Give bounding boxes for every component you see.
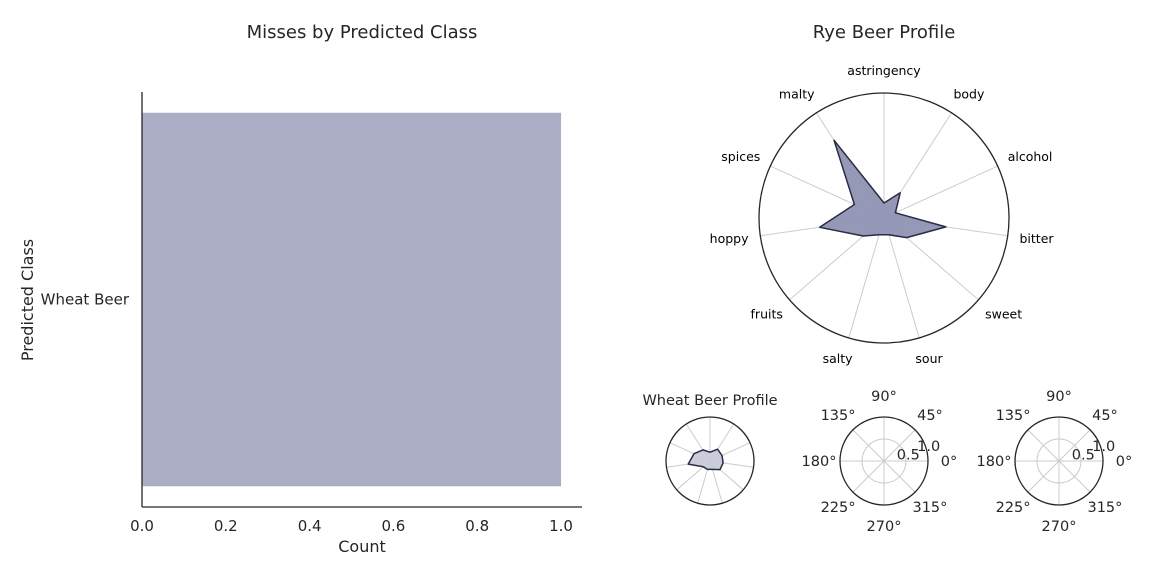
polar-outline [1014, 416, 1104, 506]
polar-spoke [1027, 460, 1060, 493]
polar-angle-label: 270° [867, 519, 902, 535]
bar-plot-area [142, 112, 562, 487]
x-tick-label: 1.0 [549, 517, 573, 535]
x-axis-label: Count [338, 537, 386, 556]
polar-radial-label: 1.0 [917, 439, 940, 455]
polar-angle-label: 270° [1042, 519, 1077, 535]
polar-radial-label: 1.0 [1092, 439, 1115, 455]
radar-axis-label: bitter [1020, 231, 1055, 246]
polar-spoke [883, 460, 916, 493]
polar-angle-label: 315° [1087, 500, 1122, 516]
polar-angle-label: 45° [1092, 408, 1118, 424]
polar-angle-label: 225° [996, 500, 1031, 516]
x-tick-label: 0.6 [381, 517, 405, 535]
polar-spoke [1058, 429, 1091, 462]
radar-spoke [883, 165, 998, 219]
polar-spoke [1027, 429, 1060, 462]
rye-radar-title: Rye Beer Profile [813, 22, 956, 43]
wheat-radar-title: Wheat Beer Profile [642, 393, 777, 409]
polar-radial-label: 0.5 [1072, 448, 1095, 464]
bar-wheat-beer [142, 112, 562, 487]
polar-angle-label: 315° [912, 500, 947, 516]
radar-axis-label: sweet [985, 306, 1022, 321]
radar-polygon [687, 448, 724, 471]
y-axis-label: Predicted Class [18, 239, 37, 361]
polar-spoke [852, 429, 885, 462]
polar-spoke [1058, 460, 1091, 493]
radar-axis-label: malty [779, 86, 815, 101]
bar-chart-title: Misses by Predicted Class [247, 22, 478, 43]
x-tick-label: 0.8 [465, 517, 489, 535]
radar-polygon [818, 139, 947, 239]
radar-spoke [848, 217, 885, 339]
polar-angle-label: 180° [802, 454, 837, 470]
radar-axis-label: fruits [751, 306, 783, 321]
x-tick-label: 0.0 [130, 517, 154, 535]
radar-axis-label: salty [823, 351, 854, 366]
radar-axis-label: astringency [847, 63, 921, 78]
polar-spoke [852, 460, 885, 493]
radar-outline [758, 92, 1010, 344]
wheat-radar-plot [665, 416, 755, 506]
polar-angle-label: 45° [917, 408, 943, 424]
empty-polar-axes-1: 0° 45° 90° 135° 180° 225° 270° 315° 0.51.0 [802, 389, 958, 535]
x-tick-label: 0.2 [214, 517, 238, 535]
polar-radial-label: 0.5 [897, 448, 920, 464]
radar-axis-label: spices [721, 149, 760, 164]
polar-angle-label: 90° [871, 389, 897, 405]
radar-axis-label: body [953, 86, 985, 101]
radar-axis-label: alcohol [1008, 149, 1053, 164]
polar-angle-label: 225° [821, 500, 856, 516]
bar-chart: Misses by Predicted Class 0.0 0.2 0.4 0.6 0.… [18, 22, 582, 556]
x-tick-labels: 0.0 0.2 0.4 0.6 0.8 1.0 [130, 517, 573, 535]
rye-radar-plot: astringency body alcohol bitter sweet sour sal… [710, 63, 1055, 366]
polar-angle-label: 0° [941, 454, 957, 470]
wheat-radar-chart: Wheat Beer Profile [642, 393, 778, 506]
x-tick-label: 0.4 [298, 517, 322, 535]
rye-radar-chart: Rye Beer Profile astringency body alcohol b… [710, 22, 1055, 366]
y-tick-label: Wheat Beer [41, 291, 130, 309]
polar-spoke [883, 429, 916, 462]
polar-angle-label: 0° [1116, 454, 1132, 470]
radar-axis-label: hoppy [710, 231, 749, 246]
polar-angle-label: 90° [1046, 389, 1072, 405]
y-tick-labels: Wheat Beer [41, 291, 130, 309]
polar-angle-label: 135° [996, 408, 1031, 424]
radar-axis-label: sour [915, 351, 943, 366]
polar-angle-label: 135° [821, 408, 856, 424]
empty-polar-axes-2: 0° 45° 90° 135° 180° 225° 270° 315° 0.51.0 [977, 389, 1133, 535]
polar-angle-label: 180° [977, 454, 1012, 470]
radar-spoke [883, 217, 920, 339]
radar-outline [665, 416, 755, 506]
polar-outline [839, 416, 929, 506]
